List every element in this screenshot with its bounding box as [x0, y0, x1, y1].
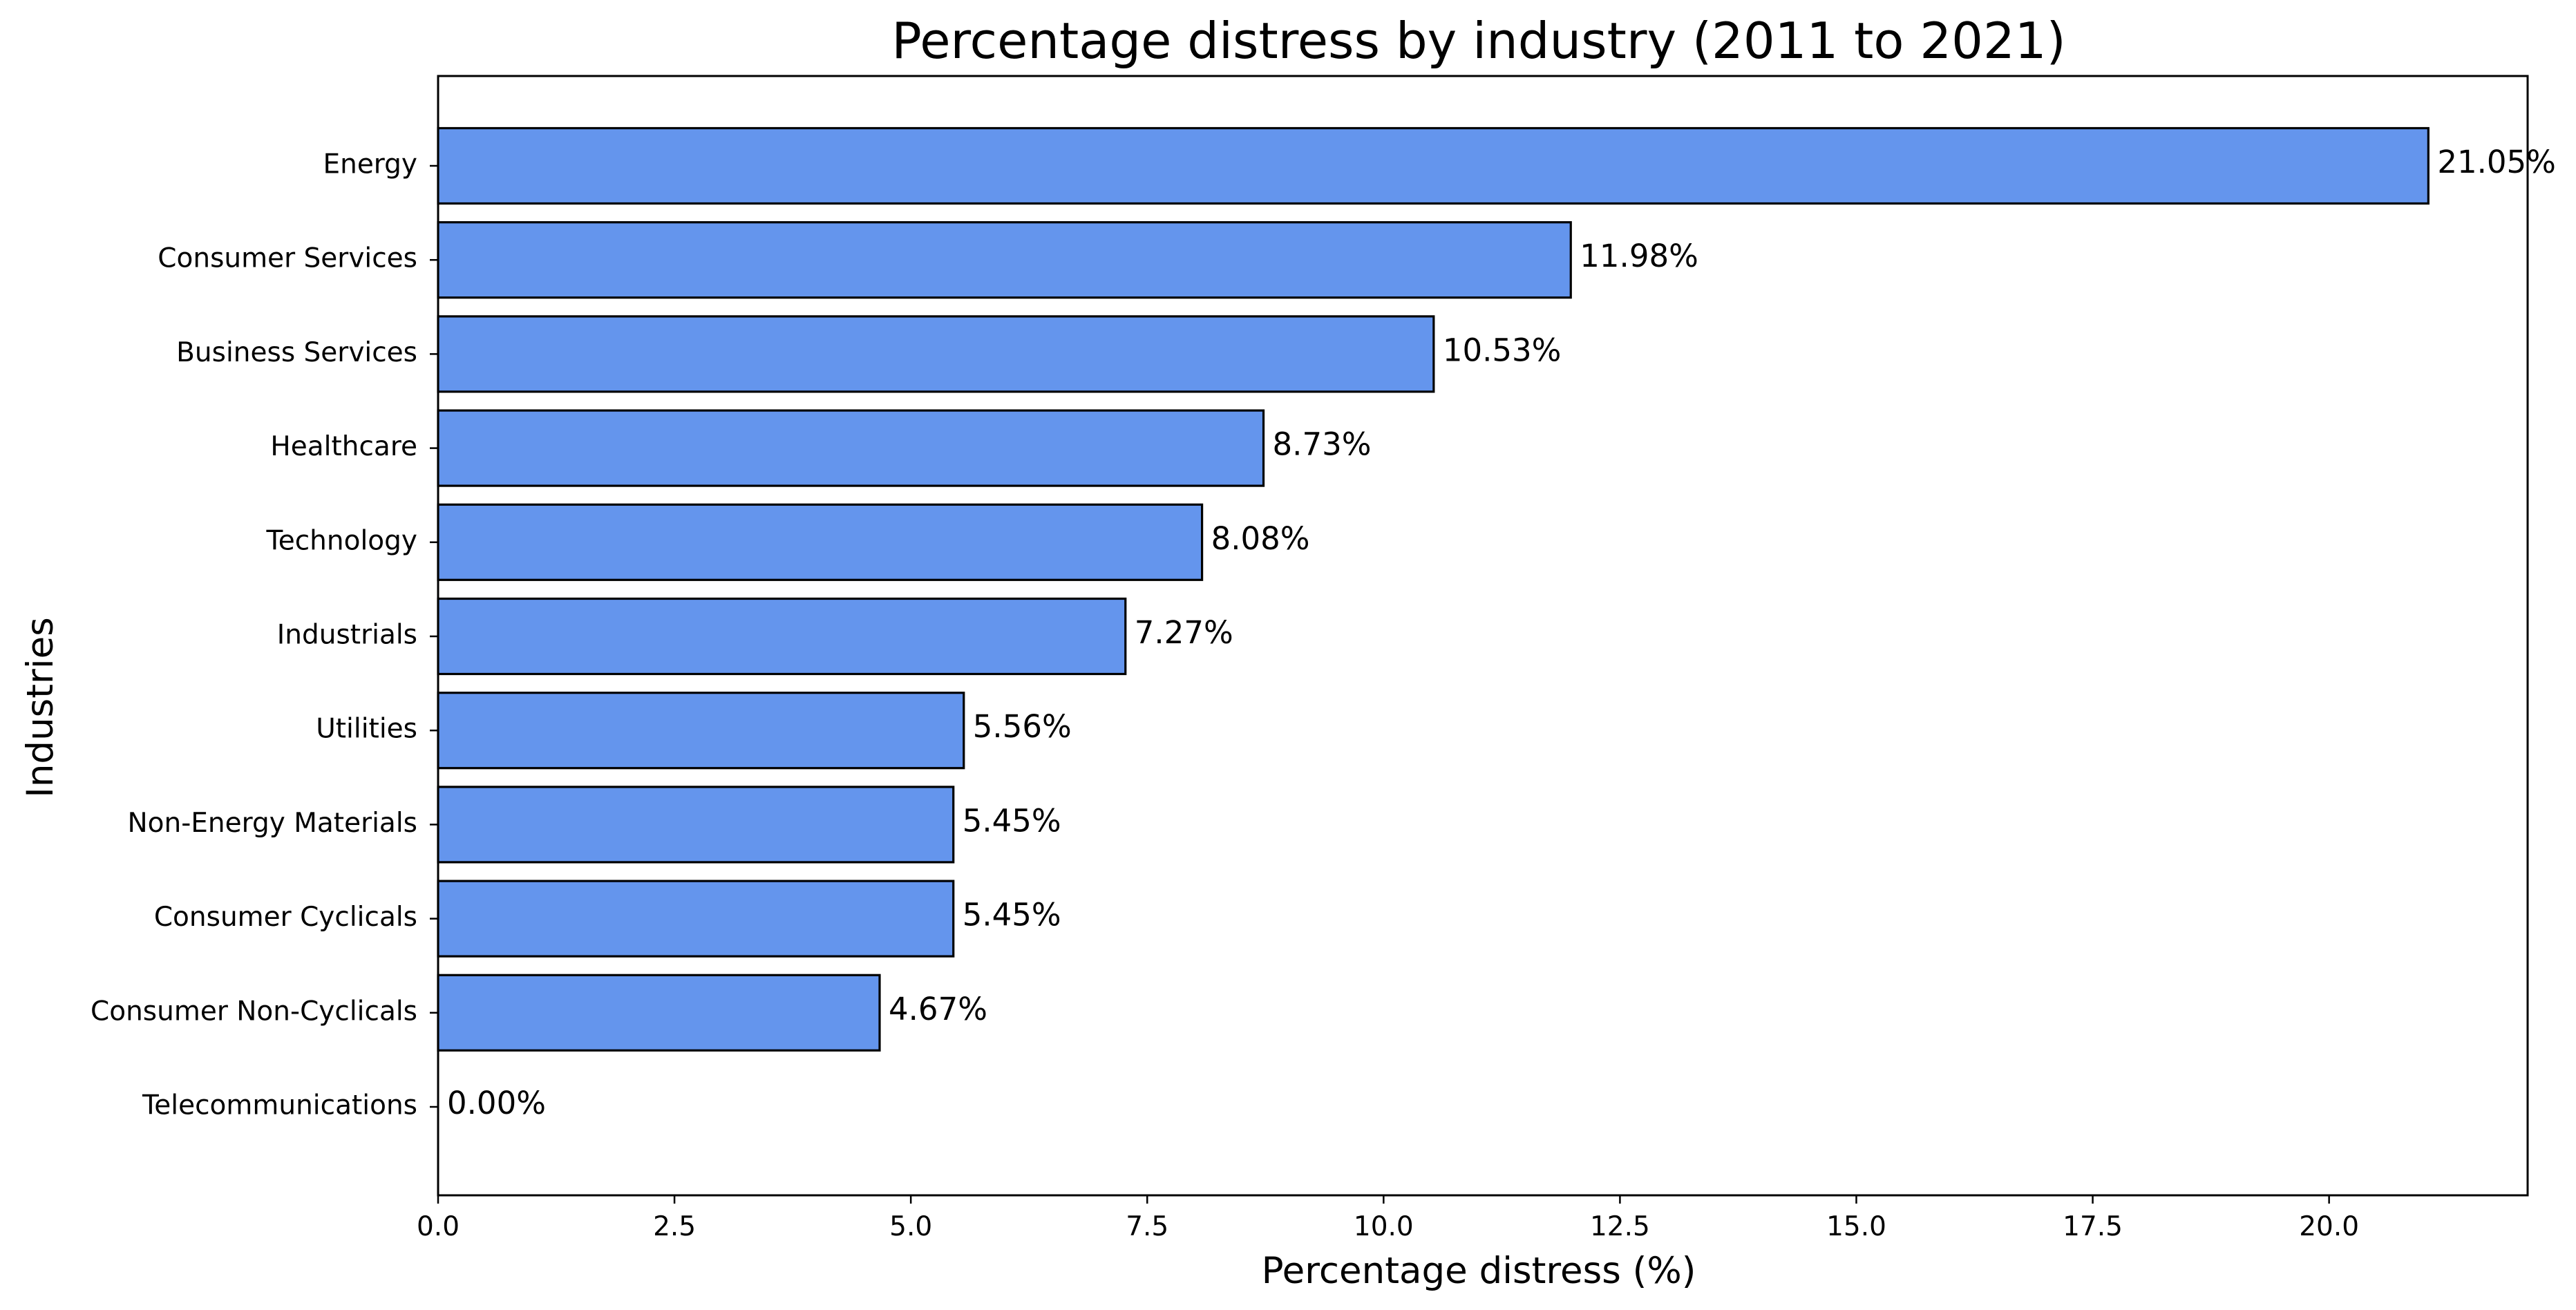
- x-tick-label: 0.0: [417, 1211, 460, 1242]
- y-tick-label: Technology: [266, 525, 417, 556]
- bar: [437, 315, 1435, 393]
- bar-value-label: 8.73%: [1273, 426, 1372, 463]
- chart-title: Percentage distress by industry (2011 to…: [891, 12, 2065, 70]
- y-tick-label: Energy: [323, 149, 417, 180]
- bar-value-label: 5.56%: [973, 708, 1072, 745]
- bar: [437, 786, 955, 864]
- y-tick-label: Consumer Services: [158, 243, 417, 274]
- y-tick-label: Business Services: [176, 337, 417, 368]
- x-tick-label: 10.0: [1354, 1211, 1414, 1242]
- x-tick-label: 12.5: [1590, 1211, 1650, 1242]
- x-axis: 0.0 2.5 5.0 7.5 10.0 12.5 15.0 17.5 20.0: [417, 1195, 2359, 1242]
- bar: [437, 692, 965, 770]
- bar-value-label: 0.00%: [447, 1085, 546, 1121]
- bars-layer: [437, 126, 2430, 1052]
- bar-value-label: 4.67%: [889, 991, 987, 1027]
- bar: [437, 597, 1127, 676]
- y-tick-label: Healthcare: [270, 431, 417, 462]
- bar: [437, 503, 1204, 581]
- bar: [437, 880, 955, 958]
- y-tick-label: Utilities: [316, 714, 417, 745]
- x-tick-label: 20.0: [2299, 1211, 2359, 1242]
- bar: [437, 126, 2430, 205]
- bar: [437, 221, 1572, 299]
- bar-value-label: 5.45%: [963, 802, 1061, 839]
- bar-value-label: 10.53%: [1443, 332, 1562, 368]
- data-labels-layer: 21.05% 11.98% 10.53% 8.73% 8.08% 7.27% 5.56% 5.…: [447, 144, 2556, 1121]
- bar-value-label: 5.45%: [963, 897, 1061, 933]
- y-tick-label: Telecommunications: [142, 1090, 417, 1121]
- y-tick-label: Non-Energy Materials: [127, 808, 417, 839]
- x-tick-label: 17.5: [2063, 1211, 2123, 1242]
- x-tick-label: 15.0: [1826, 1211, 1886, 1242]
- y-axis-title: Industries: [19, 617, 61, 798]
- bar-value-label: 8.08%: [1211, 520, 1310, 557]
- bar-value-label: 7.27%: [1135, 614, 1233, 651]
- bar: [437, 409, 1265, 487]
- y-axis: Energy Consumer Services Business Services…: [91, 149, 438, 1121]
- bar-value-label: 21.05%: [2437, 144, 2556, 180]
- x-tick-label: 7.5: [1126, 1211, 1168, 1242]
- bar: [437, 974, 881, 1052]
- x-tick-label: 2.5: [653, 1211, 696, 1242]
- x-axis-title: Percentage distress (%): [1262, 1250, 1696, 1292]
- y-tick-label: Consumer Non-Cyclicals: [91, 996, 417, 1027]
- y-tick-label: Consumer Cyclicals: [154, 902, 417, 933]
- x-tick-label: 5.0: [889, 1211, 932, 1242]
- y-tick-label: Industrials: [277, 620, 417, 651]
- bar-value-label: 11.98%: [1580, 238, 1698, 274]
